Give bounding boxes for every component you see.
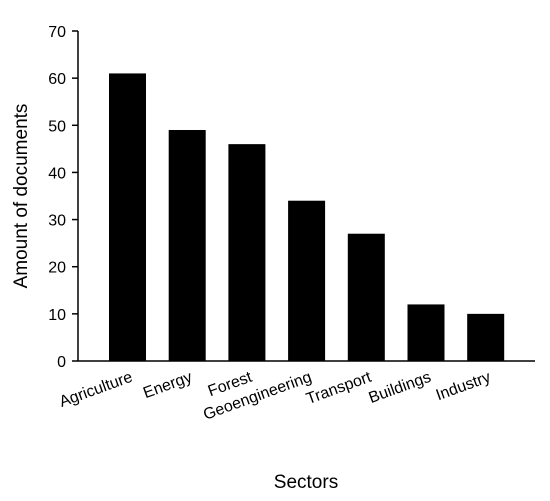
y-tick-label: 20 [48,260,66,277]
x-tick-label-industry: Industry [434,369,493,404]
x-tick-label-transport: Transport [304,369,374,408]
bar-geoengineering [288,200,326,361]
x-tick-label-agriculture: Agriculture [57,369,135,411]
bar-industry [467,313,505,361]
bar-transport [347,233,385,361]
x-axis-title: Sectors [274,472,338,493]
y-axis-title: Amount of documents [11,104,32,289]
y-tick-label: 0 [57,354,66,371]
axes-group [77,31,535,362]
bars-group [109,73,505,361]
x-tick-labels-group: Agriculture Energy ForestGeoengineeringTra… [57,369,493,424]
y-tick-label: 30 [48,213,66,230]
y-tick-label: 70 [48,24,66,41]
bar-forest [228,144,266,361]
y-ticks-group: 0 10 20 30 40 50 60 70 [48,24,78,371]
bar-buildings [407,304,445,361]
bar-agriculture [109,73,146,361]
x-tick-label-energy: Energy [141,369,194,402]
y-tick-label: 10 [48,307,66,324]
x-tick-label-buildings: Buildings [367,369,434,407]
y-tick-label: 40 [48,165,66,182]
bar-energy [168,130,206,361]
y-tick-label: 50 [48,118,66,135]
y-tick-label: 60 [48,71,66,88]
